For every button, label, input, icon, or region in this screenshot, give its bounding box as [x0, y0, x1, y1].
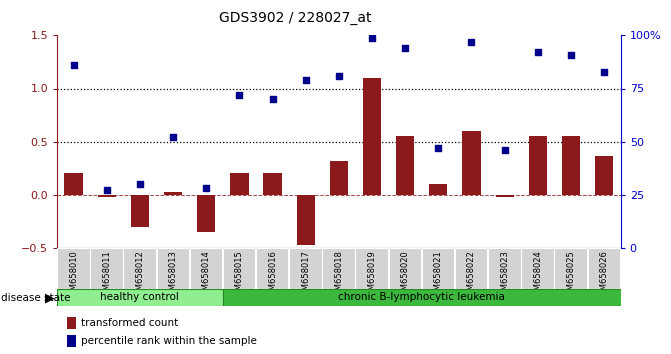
Text: GSM658022: GSM658022	[467, 250, 476, 301]
Bar	[197, 195, 215, 232]
Text: percentile rank within the sample: percentile rank within the sample	[81, 336, 257, 346]
Text: disease state: disease state	[1, 293, 71, 303]
Text: ▶: ▶	[46, 292, 55, 304]
Text: GSM658017: GSM658017	[301, 250, 310, 301]
Bar	[67, 317, 76, 329]
Point	[301, 77, 311, 83]
Bar	[562, 136, 580, 195]
Text: chronic B-lymphocytic leukemia: chronic B-lymphocytic leukemia	[338, 292, 505, 302]
Point	[135, 181, 146, 187]
Point	[532, 50, 543, 55]
Point	[101, 188, 112, 193]
Bar	[264, 173, 282, 195]
Text: GSM658010: GSM658010	[69, 250, 78, 301]
FancyBboxPatch shape	[256, 248, 289, 289]
Bar	[329, 161, 348, 195]
Point	[201, 185, 211, 191]
Text: GSM658021: GSM658021	[434, 250, 443, 301]
FancyBboxPatch shape	[554, 248, 587, 289]
Bar	[164, 192, 183, 195]
Bar	[297, 195, 315, 245]
Point	[599, 69, 609, 74]
Bar	[57, 289, 223, 306]
FancyBboxPatch shape	[422, 248, 454, 289]
FancyBboxPatch shape	[156, 248, 189, 289]
FancyBboxPatch shape	[90, 248, 123, 289]
Bar	[462, 131, 480, 195]
Text: GSM658012: GSM658012	[136, 250, 144, 301]
Text: GSM658016: GSM658016	[268, 250, 277, 301]
Point	[499, 147, 510, 153]
Bar	[67, 335, 76, 347]
FancyBboxPatch shape	[223, 248, 255, 289]
Point	[366, 35, 377, 40]
Bar	[64, 173, 83, 195]
Bar	[131, 195, 149, 227]
Text: GDS3902 / 228027_at: GDS3902 / 228027_at	[219, 11, 372, 25]
Text: GSM658015: GSM658015	[235, 250, 244, 301]
Text: transformed count: transformed count	[81, 318, 178, 328]
FancyBboxPatch shape	[588, 248, 620, 289]
Bar	[98, 195, 116, 197]
Text: healthy control: healthy control	[101, 292, 179, 302]
Bar	[230, 173, 248, 195]
Bar	[223, 289, 621, 306]
FancyBboxPatch shape	[190, 248, 222, 289]
FancyBboxPatch shape	[123, 248, 156, 289]
FancyBboxPatch shape	[289, 248, 321, 289]
Text: GSM658020: GSM658020	[401, 250, 410, 301]
Bar	[495, 195, 514, 197]
Point	[234, 92, 245, 98]
Text: GSM658014: GSM658014	[202, 250, 211, 301]
Text: GSM658019: GSM658019	[368, 250, 376, 301]
Text: GSM658023: GSM658023	[500, 250, 509, 301]
Text: GSM658011: GSM658011	[102, 250, 111, 301]
Point	[267, 96, 278, 102]
Text: GSM658018: GSM658018	[334, 250, 344, 301]
Point	[433, 145, 444, 151]
FancyBboxPatch shape	[455, 248, 487, 289]
Point	[566, 52, 576, 57]
FancyBboxPatch shape	[57, 248, 89, 289]
FancyBboxPatch shape	[356, 248, 388, 289]
FancyBboxPatch shape	[521, 248, 554, 289]
Point	[400, 45, 411, 51]
Bar	[363, 78, 381, 195]
FancyBboxPatch shape	[389, 248, 421, 289]
Point	[168, 135, 178, 140]
Bar	[529, 136, 547, 195]
Text: GSM658013: GSM658013	[168, 250, 178, 301]
FancyBboxPatch shape	[322, 248, 355, 289]
Bar	[429, 184, 448, 195]
Point	[333, 73, 344, 79]
Text: GSM658025: GSM658025	[566, 250, 576, 301]
Bar	[595, 156, 613, 195]
Point	[466, 39, 477, 45]
Text: GSM658024: GSM658024	[533, 250, 542, 301]
Point	[68, 62, 79, 68]
FancyBboxPatch shape	[488, 248, 521, 289]
Text: GSM658026: GSM658026	[600, 250, 609, 301]
Bar	[396, 136, 414, 195]
